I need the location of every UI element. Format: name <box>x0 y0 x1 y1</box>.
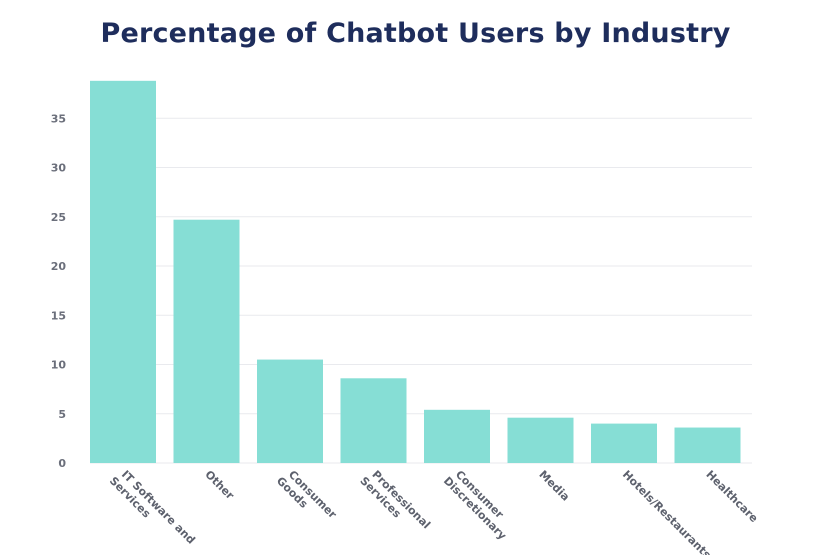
x-category-label: Hotels/Restaurants <box>620 468 714 555</box>
x-category-label: ConsumerGoods <box>274 465 340 531</box>
y-tick-label: 25 <box>51 211 66 224</box>
x-category-label-line: Other <box>202 468 237 503</box>
x-category-label: Other <box>202 468 237 503</box>
y-tick-label: 5 <box>58 408 66 421</box>
x-category-label: ConsumerDiscretionary <box>441 465 518 542</box>
bar <box>674 427 741 463</box>
bar <box>173 219 240 463</box>
bar <box>257 359 323 463</box>
bar <box>90 80 156 463</box>
x-category-label: IT Software andServices <box>107 465 198 555</box>
x-category-label-line: Media <box>536 468 572 504</box>
y-tick-label: 15 <box>51 309 66 322</box>
x-category-label-line: Healthcare <box>703 468 760 525</box>
x-axis-category-labels: IT Software andServices Other ConsumerGood… <box>107 465 761 555</box>
y-tick-label: 35 <box>51 112 66 125</box>
bar <box>424 409 490 463</box>
chart-title: Percentage of Chatbot Users by Industry <box>100 18 731 49</box>
x-category-label-line: Hotels/Restaurants <box>620 468 714 555</box>
y-tick-label: 0 <box>58 457 66 470</box>
y-tick-label: 10 <box>51 359 67 372</box>
y-tick-label: 20 <box>51 260 67 273</box>
y-axis-tick-labels: 0 5 10 15 20 25 30 35 <box>51 112 67 470</box>
x-category-label: ProfessionalServices <box>357 465 432 540</box>
bar <box>507 417 574 463</box>
bar <box>591 423 657 463</box>
y-tick-label: 30 <box>51 162 67 175</box>
x-category-label: Media <box>536 468 572 504</box>
bars <box>90 80 741 463</box>
bar <box>340 378 407 463</box>
x-category-label: Healthcare <box>703 468 760 525</box>
